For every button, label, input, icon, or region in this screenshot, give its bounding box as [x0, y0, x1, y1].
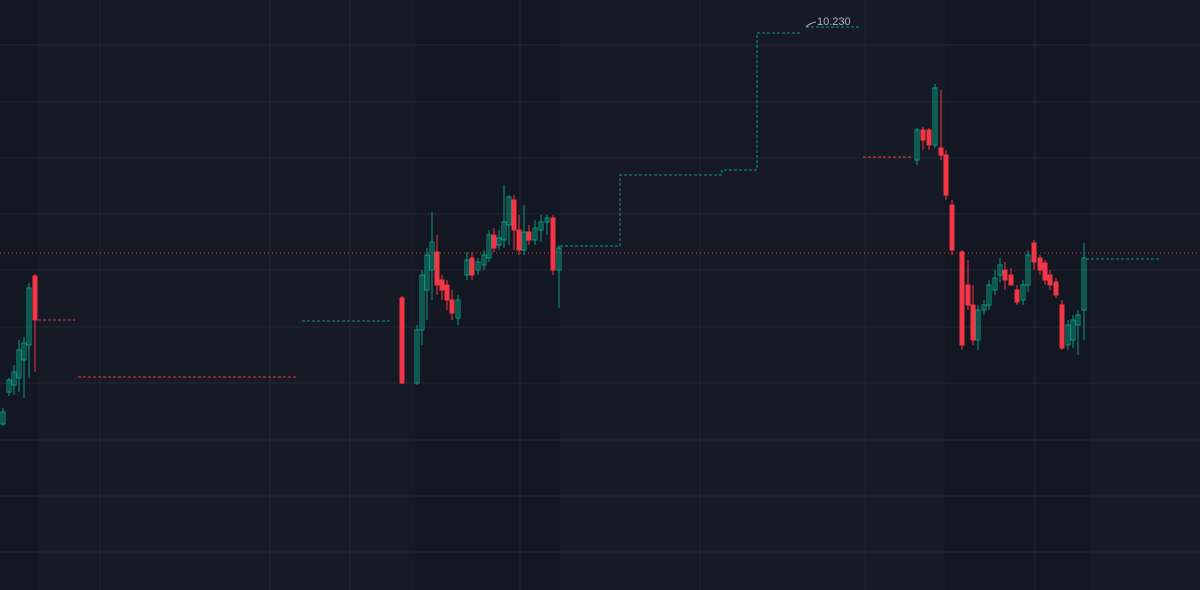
candle-body	[526, 231, 532, 241]
candle-body	[455, 299, 461, 319]
candle-body	[439, 279, 445, 291]
session-bands	[0, 0, 1090, 590]
candle-body	[981, 304, 987, 311]
candle-body	[959, 251, 965, 346]
candle-body	[486, 234, 492, 259]
candle-body	[11, 371, 17, 386]
candle-body	[1053, 281, 1059, 296]
candle-body	[1047, 274, 1053, 286]
candle-body	[1037, 257, 1043, 271]
candle-body	[544, 217, 550, 223]
candle-body	[399, 297, 405, 384]
candle-body	[511, 199, 517, 231]
candle-body	[6, 379, 12, 393]
candle-body	[32, 275, 38, 321]
candle-body	[920, 129, 926, 141]
candle-body	[1070, 319, 1076, 341]
candle-body	[21, 342, 27, 361]
candle-body	[429, 241, 435, 271]
candle-body	[1020, 284, 1026, 301]
candle-body	[965, 284, 971, 306]
candle-body	[538, 221, 544, 231]
annotation-label: 10.230	[817, 16, 851, 28]
candle-body	[926, 129, 932, 146]
candle-body	[464, 259, 470, 276]
candle-body	[469, 257, 475, 276]
step-line	[560, 32, 800, 247]
candle-body	[1065, 324, 1071, 346]
candle-body	[1002, 269, 1008, 281]
candle-body	[506, 196, 512, 226]
candle-body	[550, 217, 556, 271]
candle-body	[481, 254, 487, 266]
candle-body	[914, 129, 920, 161]
candle-body	[556, 247, 562, 271]
candle-body	[501, 221, 507, 241]
candle-body	[26, 287, 32, 346]
session-band	[0, 0, 38, 590]
session-band	[415, 0, 560, 590]
candle-body	[1025, 254, 1031, 286]
candle-body	[1042, 262, 1048, 281]
candle-body	[516, 229, 522, 251]
candle-body	[424, 254, 430, 291]
candle-body	[1014, 289, 1020, 303]
candle-body	[1059, 304, 1065, 349]
candle-body	[997, 264, 1003, 276]
annotation-leader	[805, 21, 817, 28]
candle-body	[491, 234, 497, 249]
candle-body	[938, 147, 944, 156]
candle-body	[449, 299, 455, 314]
candle-body	[434, 251, 440, 286]
candle-body	[1075, 314, 1081, 326]
candle-body	[943, 154, 949, 196]
candle-body	[992, 277, 998, 291]
candle-body	[475, 261, 481, 271]
candle-body	[16, 349, 22, 379]
candle-body	[496, 237, 502, 246]
candle-body	[932, 87, 938, 146]
candle-body	[970, 304, 976, 341]
candle-body	[444, 284, 450, 301]
candle-body	[0, 411, 6, 425]
candle-body	[1008, 274, 1014, 286]
candle-body	[532, 227, 538, 241]
candle-body	[1031, 242, 1037, 263]
candle-body	[414, 329, 420, 384]
candle-body	[975, 309, 981, 341]
candle-body	[419, 274, 425, 331]
candle-body	[949, 204, 955, 251]
candle-body	[986, 284, 992, 306]
candle-body	[1081, 257, 1087, 311]
candle-body	[521, 231, 527, 251]
